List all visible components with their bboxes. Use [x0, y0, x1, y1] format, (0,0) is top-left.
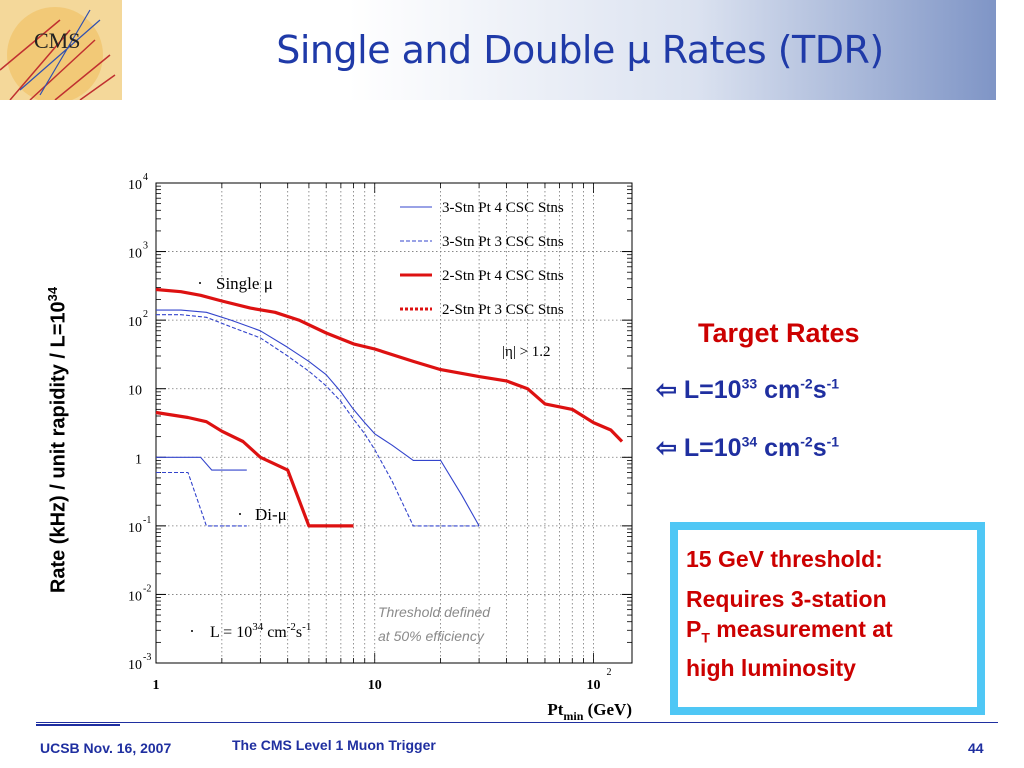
series-line-3-single	[155, 287, 624, 443]
y-axis-label: Rate (kHz) / unit rapidity / L=1034	[45, 286, 70, 594]
info-line-2: Requires 3-station	[686, 586, 887, 612]
y-tick-label: 10	[128, 589, 142, 604]
logo-circle	[7, 7, 103, 100]
threshold-info-box: 15 GeV threshold: Requires 3-station PT …	[670, 522, 985, 715]
di-mu-bullet	[239, 513, 241, 515]
page-number: 44	[968, 740, 984, 756]
info-line-1: 15 GeV threshold:	[686, 546, 883, 572]
annotation-single-mu: Single μ	[216, 274, 273, 293]
legend-label-4: 2-Stn Pt 3 CSC Stns	[442, 302, 564, 318]
logo-tracks	[0, 19, 116, 100]
y-tick-label: 10	[128, 178, 142, 193]
legend-label-3: 2-Stn Pt 4 CSC Stns	[442, 268, 564, 284]
y-tick-label: 10	[128, 658, 142, 673]
lumi-bullet	[191, 630, 193, 632]
info-line-3: PT measurement at	[686, 616, 893, 646]
series-layer	[155, 287, 624, 528]
target-rate-line-1: ⇦ L=1033 cm-2s-1	[656, 375, 840, 404]
plot-frame	[155, 182, 633, 664]
legend-label-1: 3-Stn Pt 4 CSC Stns	[442, 200, 564, 216]
annotation-luminosity: L = 1034 cm-2s-1	[210, 621, 311, 641]
single-mu-bullet	[199, 282, 201, 284]
footer-date: UCSB Nov. 16, 2007	[40, 740, 172, 756]
series-line-2-single	[156, 314, 480, 527]
y-tick-label-exponent: 4	[143, 172, 148, 183]
y-tick-label: 10	[128, 384, 142, 399]
header-bar	[0, 0, 996, 100]
annotation-threshold-line-1: Threshold defined	[378, 604, 491, 620]
y-tick-label-exponent: 3	[143, 241, 148, 252]
annotation-eta-cut: |η| > 1.2	[502, 344, 551, 360]
logo-text: CMS	[34, 28, 80, 53]
x-axis-label: Ptmin (GeV)	[547, 700, 632, 723]
y-tick-label: 10	[128, 315, 142, 330]
slide-title: Single and Double μ Rates (TDR)	[276, 28, 884, 72]
series-line-2-double	[156, 471, 247, 527]
footer-divider-accent	[36, 724, 120, 726]
arrow-left-icon: ⇦	[656, 434, 677, 462]
target-rate-line-2: ⇦ L=1034 cm-2s-1	[656, 433, 840, 462]
annotation-threshold-line-2: at 50% efficiency	[378, 628, 485, 644]
logo-tracks-blue	[19, 9, 101, 96]
x-tick-label: 1	[153, 678, 160, 693]
legend: 3-Stn Pt 4 CSC Stns 3-Stn Pt 3 CSC Stns 2-…	[400, 200, 564, 318]
y-tick-label: 10	[128, 247, 142, 262]
x-tick-label-exponent: 2	[606, 667, 611, 678]
legend-label-2: 3-Stn Pt 3 CSC Stns	[442, 234, 564, 250]
y-tick-label-exponent: -3	[143, 652, 151, 663]
x-tick-label: 10	[368, 678, 382, 693]
series-line-1-single	[156, 309, 480, 527]
y-tick-label: 10	[128, 521, 142, 536]
annotation-di-mu: Di-μ	[255, 505, 287, 524]
footer-divider	[36, 722, 998, 723]
y-tick-label-exponent: -1	[143, 515, 151, 526]
cms-logo: CMS	[0, 0, 122, 100]
grid-layer	[156, 183, 632, 663]
series-line-1-double	[156, 456, 247, 471]
y-tick-label: 1	[135, 452, 142, 467]
y-tick-label-exponent: 2	[143, 309, 148, 320]
arrow-left-icon: ⇦	[656, 376, 677, 404]
annotation-layer: Single μ Di-μ |η| > 1.2 L = 1034 cm-2s-1 Thr…	[191, 274, 551, 644]
info-line-4: high luminosity	[686, 654, 856, 681]
series-line-3-double	[155, 410, 354, 528]
y-tick-label-exponent: -2	[143, 583, 151, 594]
footer-talk-title: The CMS Level 1 Muon Trigger	[232, 737, 436, 753]
target-rates-title: Target Rates	[698, 318, 860, 348]
x-tick-label: 10	[586, 678, 600, 693]
